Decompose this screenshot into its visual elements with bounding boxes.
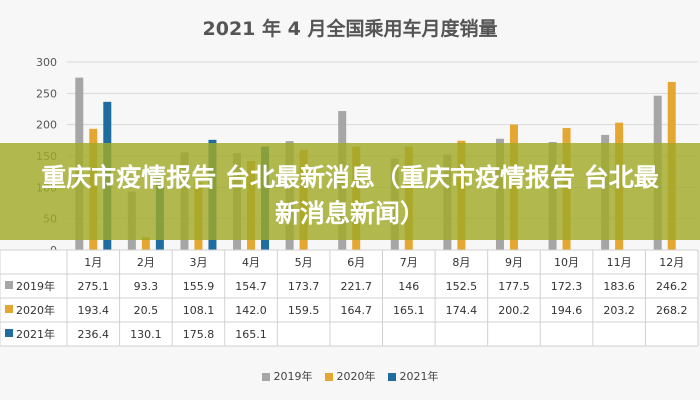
table-cell: 275.1 [78,280,110,293]
x-tick-label: 2月 [137,256,155,269]
legend-swatch [387,373,396,381]
table-cell: 172.3 [551,280,583,293]
legend-item: 2019年 [261,368,313,384]
overlay-headline: 重庆市疫情报告 台北最新消息（重庆市疫情报告 台北最新消息新闻） [41,163,659,228]
legend-label: 2021年 [399,370,439,383]
table-cell: 155.9 [183,280,215,293]
table-series-swatch [5,305,13,313]
table-row-label: 2019年 [16,279,55,293]
table-cell: 165.1 [235,328,267,341]
x-tick-label: 10月 [554,256,579,269]
table-cell: 174.4 [446,304,478,317]
table-cell: 175.8 [183,328,215,341]
table-cell: 173.7 [288,280,320,293]
table-cell: 194.6 [551,304,583,317]
table-row-label: 2020年 [16,303,55,317]
bar [141,237,150,250]
table-cell: 236.4 [78,328,110,341]
chart-legend: 2019年 2020年 2021年 [0,368,700,384]
table-cell: 152.5 [446,280,478,293]
table-cell: 193.4 [78,304,110,317]
x-tick-label: 7月 [400,256,418,269]
table-cell: 200.2 [498,304,530,317]
x-tick-label: 9月 [505,256,523,269]
x-tick-label: 3月 [189,256,207,269]
table-cell: 164.7 [340,304,372,317]
x-tick-label: 12月 [659,256,684,269]
x-tick-label: 1月 [84,256,102,269]
chart-title: 2021 年 4 月全国乘用车月度销量 [202,18,498,40]
table-cell: 93.3 [134,280,159,293]
x-tick-label: 6月 [347,256,365,269]
x-tick-label: 5月 [295,256,313,269]
table-cell: 268.2 [656,304,688,317]
table-cell: 130.1 [130,328,162,341]
legend-item: 2020年 [324,368,376,384]
legend-item: 2021年 [387,368,439,384]
table-series-swatch [5,281,13,289]
table-cell: 154.7 [235,280,267,293]
table-cell: 159.5 [288,304,320,317]
legend-swatch [324,373,333,381]
x-tick-label: 11月 [607,256,632,269]
table-cell: 246.2 [656,280,688,293]
legend-label: 2019年 [273,370,313,383]
table-cell: 177.5 [498,280,530,293]
overlay-banner [0,143,700,240]
table-cell: 203.2 [603,304,635,317]
table-cell: 183.6 [603,280,635,293]
table-cell: 146 [398,280,419,293]
table-cell: 142.0 [235,304,267,317]
legend-label: 2020年 [336,370,376,383]
table-series-swatch [5,329,13,337]
y-tick-label: 200 [36,119,57,132]
legend-swatch [261,373,270,381]
table-cell: 165.1 [393,304,425,317]
x-tick-label: 8月 [452,256,470,269]
table-cell: 108.1 [183,304,215,317]
table-cell: 20.5 [134,304,159,317]
table-row-label: 2021年 [16,327,55,341]
x-tick-label: 4月 [242,256,260,269]
y-tick-label: 250 [36,87,57,100]
y-tick-label: 300 [36,56,57,69]
table-cell: 221.7 [340,280,372,293]
